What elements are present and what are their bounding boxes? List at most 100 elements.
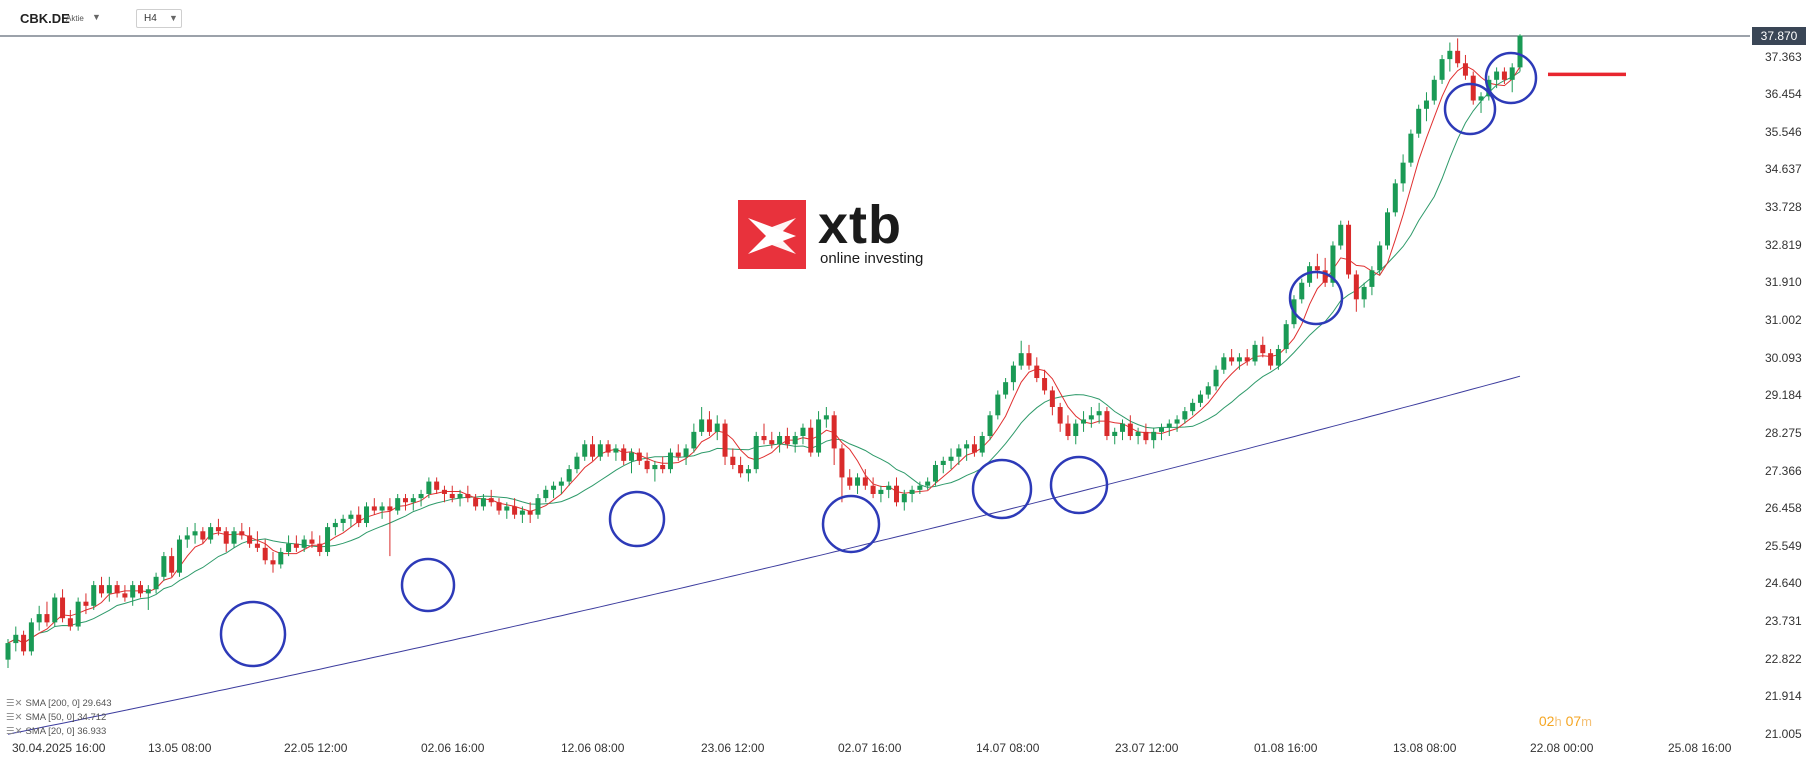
candle-body	[1229, 357, 1235, 362]
candle-body	[332, 522, 338, 528]
candle-body	[1307, 266, 1313, 283]
candle-body	[971, 444, 977, 453]
timeframe-select[interactable]: H4 ▼	[136, 9, 182, 28]
highlight-circle	[821, 494, 881, 554]
candle-body	[1221, 357, 1227, 370]
candle-body	[823, 415, 829, 420]
candle-body	[1127, 423, 1133, 437]
y-tick-label: 21.914	[1765, 689, 1802, 704]
candle-body	[808, 427, 814, 453]
candle-body	[1392, 183, 1398, 213]
candle-body	[1034, 365, 1040, 379]
candle-body	[1260, 344, 1266, 354]
candle-body	[1190, 402, 1196, 412]
candle-body	[917, 485, 923, 490]
candle-body	[800, 427, 806, 437]
legend-sma-200[interactable]: ☰✕ SMA [200, 0] 29.643	[6, 698, 112, 709]
symbol-dropdown-icon[interactable]: ▼	[92, 12, 101, 22]
candle-body	[184, 535, 190, 540]
highlight-circle	[1288, 270, 1344, 326]
candle-body	[67, 618, 73, 627]
candle-body	[1252, 344, 1258, 362]
candle-body	[1120, 423, 1126, 432]
candle-body	[706, 419, 712, 432]
highlight-circle	[400, 557, 456, 613]
candle-body	[995, 394, 1001, 416]
candle-body	[512, 506, 518, 515]
candle-body	[979, 436, 985, 453]
x-tick-label: 22.05 12:00	[284, 741, 348, 755]
candle-body	[878, 489, 884, 494]
candle-body	[816, 419, 822, 453]
candle-body	[1166, 423, 1172, 428]
candle-body	[1447, 50, 1453, 60]
y-tick-label: 25.549	[1765, 538, 1802, 553]
x-tick-label: 02.06 16:00	[421, 741, 485, 755]
candle-body	[870, 485, 876, 494]
y-tick-label: 26.458	[1765, 501, 1802, 516]
candle-body	[473, 498, 479, 507]
candle-body	[909, 489, 915, 494]
candle-body	[964, 444, 970, 449]
y-tick-label: 34.637	[1765, 162, 1802, 177]
candle-body	[769, 440, 775, 445]
candle-body	[36, 614, 42, 623]
y-tick-label: 33.728	[1765, 200, 1802, 215]
candle-body	[1135, 431, 1141, 437]
candle-body	[215, 527, 221, 532]
candle-body	[597, 444, 603, 457]
symbol-name[interactable]: CBK.DE	[20, 11, 70, 26]
candle-body	[1088, 415, 1094, 420]
candle-body	[1143, 431, 1149, 441]
candle-body	[644, 460, 650, 470]
candle-body	[223, 531, 229, 544]
legend-sma-20[interactable]: ☰✕ SMA [20, 0] 36.933	[6, 726, 106, 737]
candle-body	[340, 518, 346, 523]
y-tick-label: 29.184	[1765, 388, 1802, 403]
y-tick-label: 28.275	[1765, 425, 1802, 440]
candle-body	[1268, 353, 1274, 366]
timer-m-unit: m	[1581, 714, 1592, 729]
candle-body	[1314, 266, 1320, 271]
candle-body	[839, 448, 845, 478]
candle-body	[590, 444, 596, 457]
candle-body	[784, 436, 790, 445]
candle-body	[629, 452, 635, 461]
candle-body	[948, 456, 954, 461]
candle-body	[1369, 270, 1375, 287]
chevron-down-icon: ▼	[169, 13, 178, 23]
candle-body	[387, 506, 393, 511]
candle-body	[309, 539, 315, 544]
candle-body	[262, 547, 268, 561]
candle-body	[1439, 59, 1445, 80]
candle-body	[1462, 63, 1468, 76]
logo-mark	[738, 200, 806, 269]
y-tick-label: 32.819	[1765, 237, 1802, 252]
sma-50-line	[7, 71, 1521, 644]
candle-body	[605, 444, 611, 453]
candle-body	[21, 634, 27, 652]
y-tick-label: 21.005	[1765, 727, 1802, 741]
legend-sma-50[interactable]: ☰✕ SMA [50, 0] 34.712	[6, 712, 106, 723]
candle-body	[1385, 212, 1391, 246]
candle-body	[1010, 365, 1016, 383]
candle-body	[792, 436, 798, 445]
candle-body	[1096, 411, 1102, 416]
candle-body	[114, 585, 120, 594]
candle-body	[1283, 324, 1289, 350]
candle-body	[1416, 108, 1422, 134]
x-tick-label: 14.07 08:00	[976, 741, 1040, 755]
candle-body	[1003, 382, 1009, 395]
candle-body	[1104, 411, 1110, 437]
timer-h-unit: h	[1554, 714, 1562, 729]
candle-body	[364, 506, 370, 523]
candle-body	[44, 614, 50, 623]
candle-body	[613, 448, 619, 453]
candle-body	[1431, 79, 1437, 101]
candle-body	[1377, 245, 1383, 271]
y-tick-label: 36.454	[1765, 87, 1802, 102]
candle-body	[137, 585, 143, 594]
legend-label: SMA [50, 0] 34.712	[25, 712, 107, 723]
candle-body	[1346, 224, 1352, 275]
